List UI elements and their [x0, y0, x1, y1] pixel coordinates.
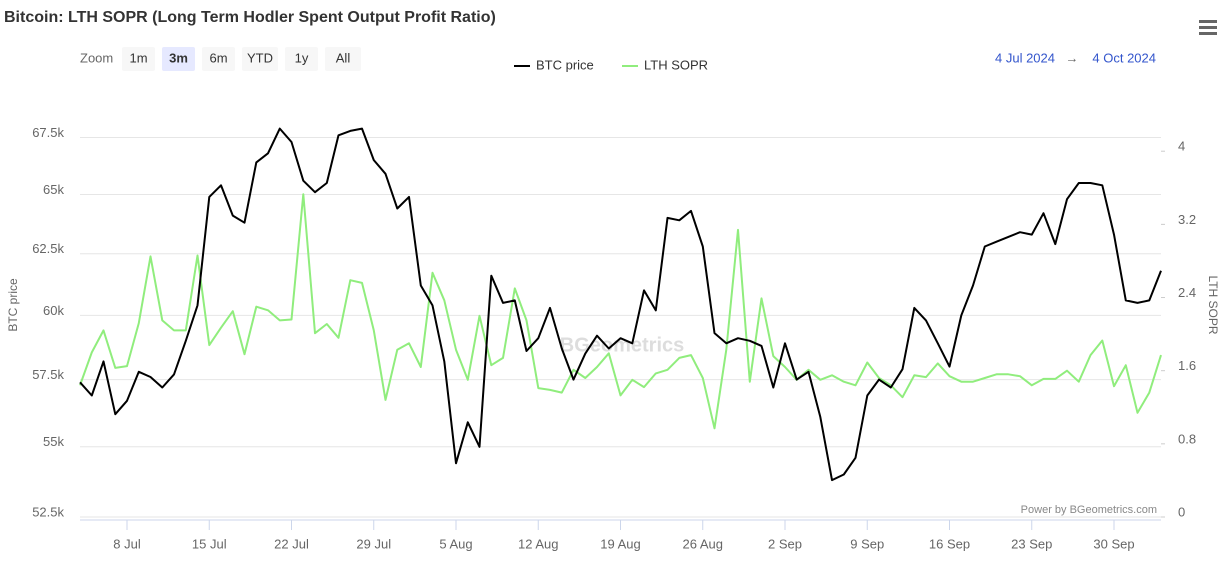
series-line	[79, 127, 1162, 482]
x-tick-label: 30 Sep	[1093, 536, 1134, 551]
x-tick-label: 22 Jul	[274, 536, 309, 551]
y-axis-title: BTC price	[6, 278, 20, 332]
range-from[interactable]: 4 Jul 2024	[995, 50, 1055, 65]
y2-tick-label: 2.4	[1178, 285, 1196, 300]
y-tick-label: 60k	[43, 303, 64, 318]
zoom-button-label: 1y	[295, 50, 309, 65]
x-tick-label: 19 Aug	[600, 536, 641, 551]
x-tick-label: 23 Sep	[1011, 536, 1052, 551]
credit: Power by BGeometrics.com	[1021, 504, 1157, 516]
zoom-button-bg	[122, 47, 155, 71]
legend-label: LTH SOPR	[644, 57, 708, 72]
menu-bar	[1199, 20, 1217, 23]
x-tick-label: 29 Jul	[356, 536, 391, 551]
y2-axis-title: LTH SOPR	[1206, 275, 1220, 334]
x-tick-label: 8 Jul	[113, 536, 141, 551]
zoom-button-bg	[325, 47, 361, 71]
y2-tick-label: 3.2	[1178, 212, 1196, 227]
zoom-button-label: 3m	[169, 50, 188, 65]
watermark: BGeometrics	[560, 334, 685, 356]
zoom-button[interactable]: 6m	[202, 47, 235, 71]
x-tick-label: 16 Sep	[929, 536, 970, 551]
x-tick-label: 12 Aug	[518, 536, 559, 551]
x-tick-label: 15 Jul	[192, 536, 227, 551]
chart-title: Bitcoin: LTH SOPR (Long Term Hodler Spen…	[4, 9, 496, 26]
zoom-button[interactable]: 1m	[122, 47, 155, 71]
legend-item[interactable]: LTH SOPR	[622, 57, 708, 72]
range-separator: →	[1066, 50, 1079, 65]
menu-bar	[1199, 32, 1217, 35]
y-tick-label: 57.5k	[32, 367, 64, 382]
zoom-button-bg	[285, 47, 318, 71]
y2-tick-label: 4	[1178, 139, 1185, 154]
zoom-button[interactable]: All	[325, 47, 361, 71]
y2-tick-label: 1.6	[1178, 358, 1196, 373]
zoom-button-label: 6m	[209, 50, 227, 65]
x-tick-label: 26 Aug	[683, 536, 724, 551]
legend-label: BTC price	[536, 57, 594, 72]
zoom-button-bg	[162, 47, 195, 71]
legend-item[interactable]: BTC price	[514, 57, 594, 72]
zoom-button-bg	[242, 47, 278, 71]
y-tick-label: 67.5k	[32, 125, 64, 140]
x-tick-label: 2 Sep	[768, 536, 802, 551]
menu-button[interactable]	[1199, 20, 1217, 35]
zoom-button-label: 1m	[129, 50, 147, 65]
x-tick-label: 9 Sep	[850, 536, 884, 551]
y-tick-label: 52.5k	[32, 504, 64, 519]
series-line	[79, 193, 1162, 430]
zoom-button[interactable]: 3m	[162, 47, 195, 71]
zoom-button[interactable]: YTD	[242, 47, 278, 71]
y2-tick-label: 0	[1178, 504, 1185, 519]
zoom-button-label: YTD	[247, 50, 273, 65]
y-tick-label: 55k	[43, 434, 64, 449]
zoom-button-bg	[202, 47, 235, 71]
zoom-button[interactable]: 1y	[285, 47, 318, 71]
zoom-label: Zoom	[80, 50, 113, 65]
range-to[interactable]: 4 Oct 2024	[1092, 50, 1156, 65]
y2-tick-label: 0.8	[1178, 431, 1196, 446]
menu-bar	[1199, 26, 1217, 29]
zoom-button-label: All	[336, 50, 351, 65]
y-tick-label: 65k	[43, 182, 64, 197]
x-tick-label: 5 Aug	[439, 536, 472, 551]
y-tick-label: 62.5k	[32, 241, 64, 256]
